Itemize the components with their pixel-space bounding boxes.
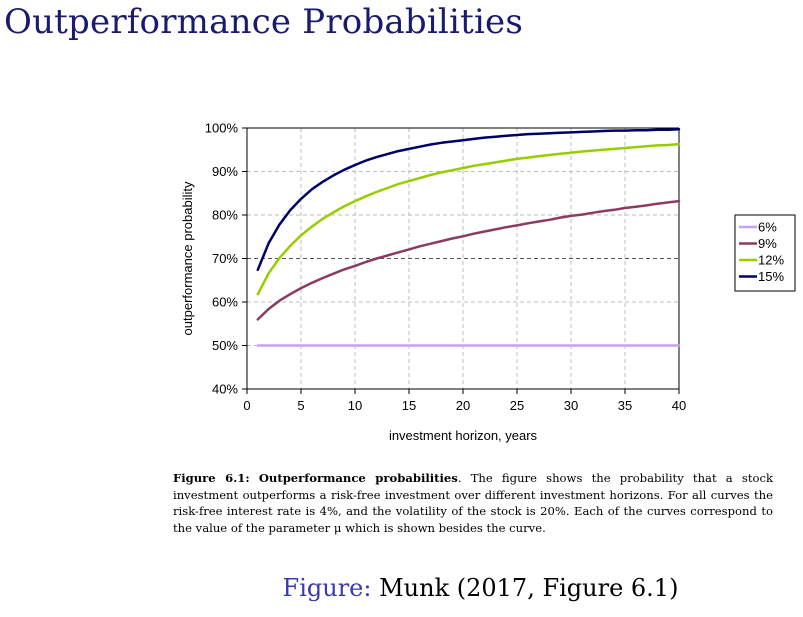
legend-label-6pct: 6%: [758, 220, 777, 235]
citation-label: Figure:: [282, 574, 372, 602]
y-tick-label: 60%: [212, 295, 238, 310]
x-tick-label: 40: [672, 398, 686, 413]
legend-label-12pct: 12%: [758, 253, 784, 268]
x-tick-label: 10: [348, 398, 362, 413]
slide-title: Outperformance Probabilities: [4, 2, 523, 42]
y-tick-label: 100%: [205, 121, 239, 136]
y-tick-label: 70%: [212, 251, 238, 266]
y-tick-label: 80%: [212, 208, 238, 223]
series-line-9pct: [256, 199, 681, 321]
caption-label: Figure 6.1:: [173, 471, 250, 485]
caption-text: . The figure shows the probability that …: [173, 471, 773, 535]
series-line-15pct: [256, 128, 681, 272]
chart-series: [256, 128, 681, 347]
x-tick-label: 0: [243, 398, 250, 413]
x-tick-label: 25: [510, 398, 524, 413]
legend-label-9pct: 9%: [758, 236, 777, 251]
x-tick-label: 15: [402, 398, 416, 413]
y-tick-label: 50%: [212, 338, 238, 353]
chart-legend: 6%9% 12%15%: [734, 214, 796, 292]
x-tick-label: 30: [564, 398, 578, 413]
chart-tick-labels: 0 5 10 15 20 25 30 35 40 40% 50% 60% 70% 80% 90% 100%: [205, 121, 686, 414]
series-line-12pct: [256, 142, 681, 296]
y-tick-label: 90%: [212, 164, 238, 179]
chart-axes: [242, 127, 680, 394]
citation-text: Munk (2017, Figure 6.1): [371, 574, 679, 602]
chart: 0 5 10 15 20 25 30 35 40 40% 50% 60% 70% 80% 90% 100% i…: [180, 121, 796, 443]
x-axis-title: investment horizon, years: [389, 428, 538, 443]
caption-bold-title: Outperformance probabilities: [258, 471, 458, 485]
x-tick-label: 20: [456, 398, 470, 413]
figure-caption: Figure 6.1: Outperformance probabilities…: [173, 470, 773, 536]
x-tick-label: 35: [618, 398, 632, 413]
y-tick-label: 40%: [212, 382, 238, 397]
figure-citation: Figure: Munk (2017, Figure 6.1): [0, 574, 803, 602]
y-axis-title: outperformance probability: [180, 181, 195, 335]
legend-label-15pct: 15%: [758, 269, 784, 284]
x-tick-label: 5: [297, 398, 304, 413]
